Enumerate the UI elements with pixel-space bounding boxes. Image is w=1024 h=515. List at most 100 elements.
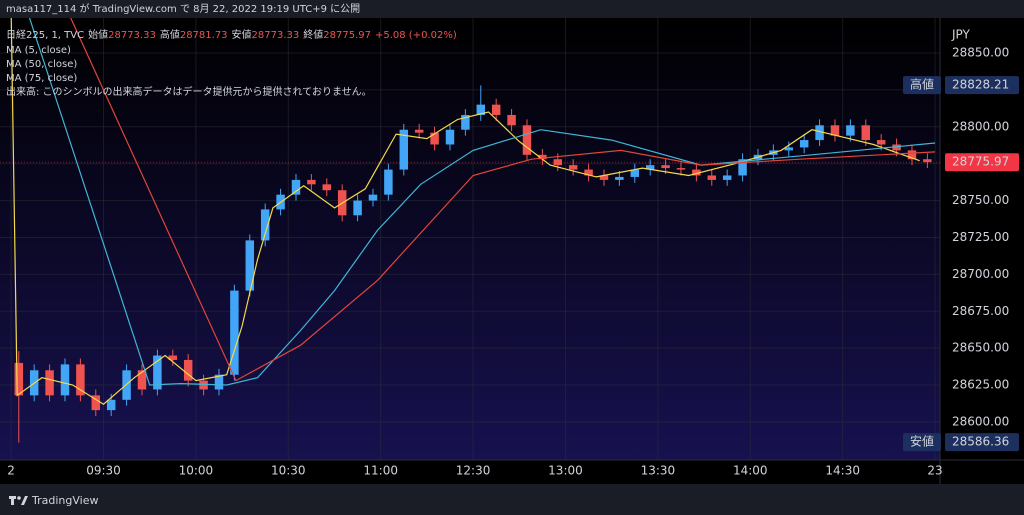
- y-tick-label: 28850.00: [952, 45, 1009, 59]
- candle-body: [815, 125, 824, 141]
- candle-body: [553, 159, 563, 166]
- candle-body: [907, 150, 917, 160]
- ohlc-value: 28773.33: [108, 30, 156, 41]
- x-tick-label: 14:30: [825, 464, 860, 478]
- candle-body: [399, 129, 409, 170]
- x-tick-label: 12:30: [456, 464, 491, 478]
- candle-body: [661, 165, 670, 169]
- candle-body: [106, 399, 116, 411]
- candle-body: [76, 364, 85, 396]
- y-tick-label: 28625.00: [952, 378, 1009, 392]
- ohlc-value: 28775.97: [323, 30, 371, 41]
- price-label-value: 28828.21: [952, 78, 1009, 92]
- ma-line: [70, 18, 936, 382]
- candle-body: [615, 176, 624, 180]
- price-label-box: [945, 433, 1019, 452]
- y-tick-label: 28750.00: [952, 193, 1009, 207]
- candle-body: [692, 169, 701, 176]
- candle-body: [353, 200, 362, 216]
- footer-bar: [0, 484, 1024, 515]
- candle-body: [230, 290, 239, 375]
- candle-body: [199, 380, 208, 390]
- candle-body: [60, 364, 70, 396]
- x-tick-label: 13:00: [548, 464, 583, 478]
- ohlc-label: 安値: [232, 28, 252, 41]
- candle-body: [645, 165, 655, 170]
- x-tick-label: 13:30: [641, 464, 676, 478]
- x-tick-label: 09:30: [86, 464, 121, 478]
- y-tick-label: 28600.00: [952, 414, 1009, 428]
- volume-note: 出来高: このシンボルの出来高データはデータ提供元から提供されておりません。: [6, 85, 372, 98]
- candle-body: [707, 175, 717, 180]
- change: +5.08 (+0.02%): [375, 30, 457, 41]
- ohlc-label: 高値: [160, 28, 180, 41]
- symbol: 日経225, 1, TVC: [6, 28, 84, 41]
- candle-body: [538, 154, 547, 160]
- candle-body: [384, 169, 393, 195]
- candle-body: [568, 165, 578, 170]
- price-label-value: 28586.36: [952, 435, 1009, 449]
- candle-body: [430, 132, 439, 145]
- time-axis: [0, 460, 1024, 484]
- candle-body: [507, 114, 516, 126]
- candle-body: [291, 179, 301, 195]
- candle-body: [260, 209, 270, 241]
- ohlc-label: 始値: [88, 28, 108, 41]
- candle-body: [738, 159, 747, 176]
- candle-body: [892, 144, 901, 151]
- symbol-legend: 日経225, 1, TVC 始値28773.33 高値28781.73 安値28773…: [6, 28, 457, 41]
- candle-body: [799, 140, 809, 148]
- ma-line: [28, 18, 936, 386]
- y-axis-label: JPY: [951, 28, 971, 42]
- x-tick-label: 23: [927, 464, 942, 478]
- y-tick-label: 28700.00: [952, 267, 1009, 281]
- candle-body: [722, 175, 732, 180]
- candle-body: [476, 104, 486, 115]
- price-label-box: [945, 153, 1019, 172]
- candle-body: [14, 362, 24, 396]
- candle-body: [676, 168, 686, 170]
- candle-body: [830, 125, 840, 136]
- price-label-box: [945, 76, 1019, 95]
- price-label-tag: [903, 76, 941, 95]
- candle-body: [445, 129, 455, 145]
- candle-body: [307, 179, 316, 185]
- candle-body: [584, 169, 593, 176]
- candle-body: [846, 125, 855, 136]
- candle-body: [183, 359, 193, 381]
- price-label-name: 高値: [910, 77, 934, 92]
- y-tick-label: 28675.00: [952, 304, 1009, 318]
- candle-body: [414, 129, 424, 133]
- indicator-legend: MA (50, close): [6, 59, 77, 70]
- candle-body: [630, 169, 640, 177]
- price-label-value: 28775.97: [952, 155, 1009, 169]
- candle-body: [599, 175, 609, 180]
- x-tick-label: 14:00: [733, 464, 768, 478]
- candle-body: [322, 184, 332, 191]
- candle-body: [45, 370, 54, 396]
- candle-body: [923, 159, 932, 163]
- plot-background: [0, 18, 940, 460]
- candle-body: [861, 125, 871, 141]
- ohlc-value: 28773.33: [252, 30, 300, 41]
- x-tick-label: 2: [7, 464, 15, 478]
- indicator-legend: MA (75, close): [6, 73, 77, 84]
- candle-body: [137, 370, 147, 390]
- price-label-name: 安値: [910, 434, 934, 449]
- x-tick-label: 11:00: [363, 464, 398, 478]
- candle-body: [245, 240, 255, 291]
- y-tick-label: 28650.00: [952, 341, 1009, 355]
- candle-body: [522, 125, 532, 155]
- ohlc-value: 28781.73: [180, 30, 228, 41]
- candle-body: [168, 355, 178, 360]
- candle-body: [784, 147, 794, 151]
- candle-body: [91, 395, 101, 411]
- logo: [9, 496, 28, 505]
- brand: TradingView: [31, 494, 98, 507]
- candle-body: [214, 374, 224, 390]
- header-bar: [0, 0, 1024, 18]
- publisher: masa117_114 が TradingView.com で 8月 22, 2…: [6, 2, 360, 15]
- candle-body: [368, 194, 378, 201]
- candle-body: [461, 114, 470, 130]
